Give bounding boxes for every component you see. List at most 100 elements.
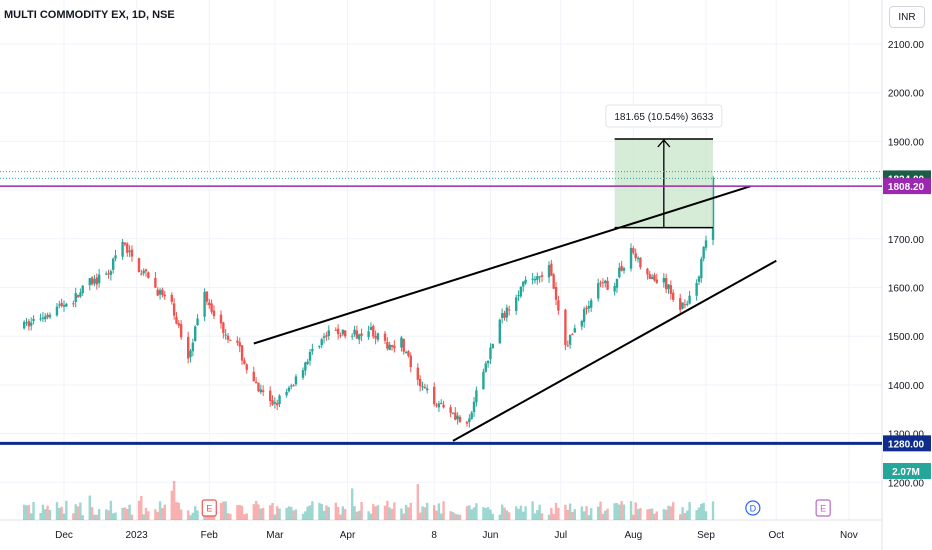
candle bbox=[123, 242, 127, 247]
candle bbox=[39, 313, 42, 322]
volume-bar bbox=[334, 502, 337, 520]
candle bbox=[308, 349, 312, 366]
time-tick-label: 2023 bbox=[126, 530, 149, 541]
volume-bar bbox=[88, 495, 91, 520]
volume-bar bbox=[515, 506, 518, 520]
volume-bar bbox=[449, 511, 452, 520]
candle bbox=[60, 298, 63, 308]
volume-bar bbox=[58, 507, 61, 520]
candle bbox=[440, 399, 443, 405]
volume-bar bbox=[604, 510, 607, 520]
volume-bar bbox=[662, 509, 666, 520]
volume-bar bbox=[343, 508, 347, 520]
volume-bar bbox=[404, 504, 408, 520]
candle bbox=[318, 345, 321, 349]
volume-bar bbox=[320, 504, 323, 520]
candle bbox=[224, 329, 227, 340]
candle bbox=[688, 290, 691, 305]
candle bbox=[695, 279, 698, 301]
time-tick-label: 8 bbox=[431, 530, 437, 541]
volume-bar bbox=[240, 505, 244, 520]
candle bbox=[589, 298, 593, 312]
candle bbox=[400, 335, 403, 352]
candle bbox=[304, 361, 307, 376]
candle bbox=[254, 377, 258, 384]
candle bbox=[156, 287, 159, 297]
candles bbox=[22, 175, 715, 428]
candle bbox=[568, 334, 572, 349]
volume-bar bbox=[681, 507, 684, 520]
volume-bar bbox=[589, 508, 593, 520]
volume-bar bbox=[112, 513, 115, 520]
volume-bar bbox=[503, 507, 506, 520]
candle bbox=[622, 266, 626, 274]
volume-tag-text: 2.07M bbox=[892, 467, 920, 478]
candle bbox=[79, 288, 82, 298]
volume-bar bbox=[104, 509, 108, 520]
volume-bar bbox=[557, 507, 560, 520]
currency-button[interactable]: INR bbox=[889, 6, 925, 28]
volume-bar bbox=[522, 511, 525, 520]
volume-bar bbox=[629, 501, 633, 520]
time-tick-label: Sep bbox=[697, 530, 715, 541]
candle bbox=[343, 330, 347, 339]
measure-tool: 181.65 (10.54%) 3633 bbox=[605, 104, 723, 229]
candle bbox=[219, 310, 223, 329]
candle bbox=[498, 318, 502, 344]
price-tick-label: 2100.00 bbox=[888, 40, 925, 51]
candle bbox=[114, 249, 117, 262]
volume-bar bbox=[243, 514, 246, 520]
candle bbox=[97, 268, 101, 288]
candle bbox=[566, 340, 569, 347]
candle bbox=[648, 270, 651, 279]
candle bbox=[41, 312, 45, 323]
candle bbox=[179, 320, 183, 340]
candle bbox=[208, 298, 211, 309]
candle bbox=[25, 317, 28, 326]
volume-bar bbox=[458, 514, 462, 520]
volume-bar bbox=[41, 504, 45, 520]
candle bbox=[636, 256, 640, 263]
volume-bar bbox=[170, 490, 173, 520]
candle bbox=[261, 385, 265, 396]
volume-bar bbox=[580, 506, 584, 520]
volume-bar bbox=[400, 508, 403, 520]
candle bbox=[327, 325, 330, 340]
volume-bar bbox=[669, 506, 673, 520]
candle bbox=[294, 374, 298, 387]
volume-bar bbox=[599, 501, 602, 520]
candle bbox=[95, 273, 99, 290]
candle bbox=[240, 344, 244, 365]
volume-bar bbox=[536, 510, 539, 520]
event-marker: D bbox=[745, 500, 761, 516]
candle bbox=[655, 273, 658, 285]
volume-bar bbox=[163, 504, 166, 520]
volume-bar bbox=[679, 514, 682, 520]
candle bbox=[468, 414, 471, 428]
volume-bar bbox=[618, 504, 621, 520]
volume-bar bbox=[93, 514, 96, 520]
volume-bar bbox=[465, 506, 469, 520]
volume-bar bbox=[435, 510, 438, 520]
candle bbox=[653, 272, 656, 282]
candle bbox=[236, 336, 239, 346]
candle bbox=[456, 412, 459, 425]
lower-trendline bbox=[452, 259, 777, 442]
candle bbox=[683, 299, 687, 309]
volume-bar bbox=[564, 504, 567, 520]
volume-bar bbox=[550, 507, 553, 520]
volume-bar bbox=[79, 502, 82, 520]
volume-bar bbox=[97, 509, 101, 520]
volume-bar bbox=[257, 504, 260, 520]
volume-bar bbox=[650, 508, 654, 520]
volume-bar bbox=[287, 506, 291, 520]
candle bbox=[437, 400, 441, 412]
volume-bar bbox=[48, 509, 52, 520]
volume-bar bbox=[568, 503, 572, 520]
candle bbox=[196, 314, 199, 326]
candle bbox=[632, 246, 635, 255]
volume-bar bbox=[311, 501, 314, 520]
candle bbox=[126, 242, 129, 257]
volume-bar bbox=[65, 500, 68, 520]
